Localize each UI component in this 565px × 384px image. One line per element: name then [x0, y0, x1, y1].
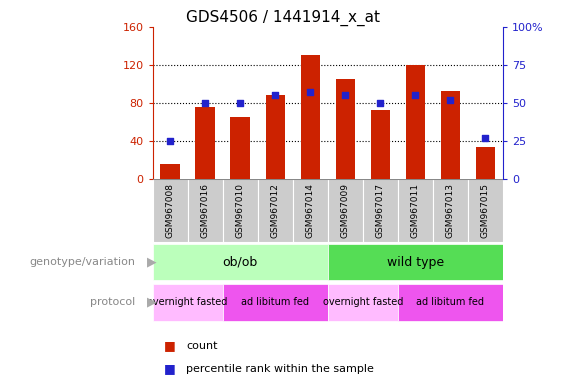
- Bar: [398, 284, 503, 321]
- Bar: [153, 179, 188, 242]
- Text: genotype/variation: genotype/variation: [29, 257, 136, 267]
- Text: ▶: ▶: [147, 296, 157, 309]
- Text: overnight fasted: overnight fasted: [323, 297, 403, 308]
- Text: GSM967011: GSM967011: [411, 183, 420, 238]
- Bar: [188, 179, 223, 242]
- Text: ■: ■: [164, 339, 176, 352]
- Bar: [398, 179, 433, 242]
- Bar: [476, 147, 495, 179]
- Text: GSM967013: GSM967013: [446, 183, 455, 238]
- Text: GSM967010: GSM967010: [236, 183, 245, 238]
- Point: [236, 100, 245, 106]
- Text: GSM967009: GSM967009: [341, 183, 350, 238]
- Point: [446, 97, 455, 103]
- Text: GDS4506 / 1441914_x_at: GDS4506 / 1441914_x_at: [185, 10, 380, 26]
- Bar: [160, 164, 180, 179]
- Bar: [266, 95, 285, 179]
- Point: [271, 92, 280, 98]
- Bar: [328, 244, 503, 280]
- Text: GSM967016: GSM967016: [201, 183, 210, 238]
- Bar: [293, 179, 328, 242]
- Bar: [328, 179, 363, 242]
- Bar: [231, 117, 250, 179]
- Text: ob/ob: ob/ob: [223, 256, 258, 268]
- Bar: [363, 179, 398, 242]
- Bar: [441, 91, 460, 179]
- Text: ad libitum fed: ad libitum fed: [416, 297, 484, 308]
- Bar: [195, 106, 215, 179]
- Text: percentile rank within the sample: percentile rank within the sample: [186, 364, 375, 374]
- Bar: [336, 79, 355, 179]
- Text: ▶: ▶: [147, 256, 157, 268]
- Text: GSM967014: GSM967014: [306, 183, 315, 238]
- Point: [341, 92, 350, 98]
- Point: [411, 92, 420, 98]
- Point: [481, 134, 490, 141]
- Point: [166, 137, 175, 144]
- Text: protocol: protocol: [90, 297, 136, 308]
- Bar: [223, 179, 258, 242]
- Text: GSM967015: GSM967015: [481, 183, 490, 238]
- Text: ad libitum fed: ad libitum fed: [241, 297, 309, 308]
- Bar: [223, 284, 328, 321]
- Text: overnight fasted: overnight fasted: [147, 297, 228, 308]
- Point: [376, 100, 385, 106]
- Bar: [371, 110, 390, 179]
- Text: ■: ■: [164, 362, 176, 375]
- Bar: [153, 284, 223, 321]
- Bar: [258, 179, 293, 242]
- Bar: [153, 244, 328, 280]
- Text: GSM967017: GSM967017: [376, 183, 385, 238]
- Point: [306, 89, 315, 95]
- Bar: [301, 55, 320, 179]
- Point: [201, 100, 210, 106]
- Text: wild type: wild type: [386, 256, 444, 268]
- Text: GSM967012: GSM967012: [271, 183, 280, 238]
- Text: GSM967008: GSM967008: [166, 183, 175, 238]
- Bar: [406, 65, 425, 179]
- Bar: [328, 284, 398, 321]
- Text: count: count: [186, 341, 218, 351]
- Bar: [433, 179, 468, 242]
- Bar: [468, 179, 503, 242]
